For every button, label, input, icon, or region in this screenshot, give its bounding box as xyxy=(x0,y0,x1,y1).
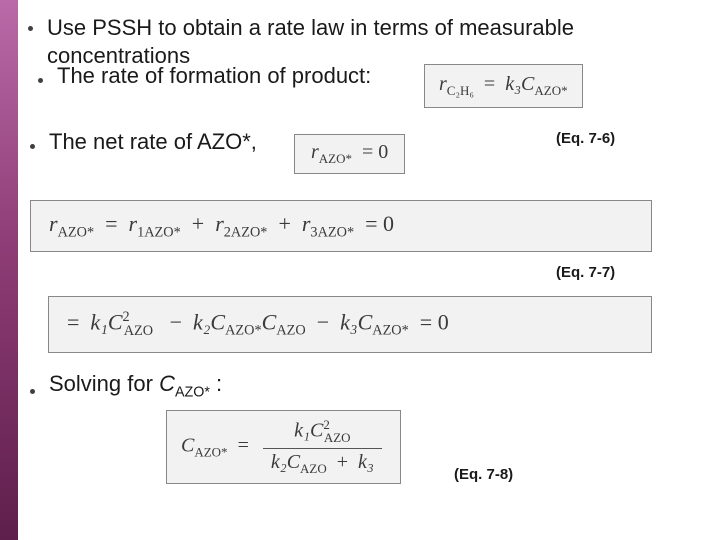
eq-k: k₃ xyxy=(505,73,521,95)
equation-sum: rAZO* = r1AZO* + r2AZO* + r3AZO* = 0 xyxy=(30,200,652,252)
eq-k: k₂ xyxy=(271,451,287,473)
eq-sub: AZO xyxy=(124,323,153,339)
side-accent-bar xyxy=(0,0,18,540)
eq-sub: AZO* xyxy=(194,444,227,459)
eq-sub: AZO* xyxy=(534,83,567,98)
bullet-dot-icon xyxy=(38,78,43,83)
eq-sub: 2AZO* xyxy=(224,224,268,240)
eq-sub: 3AZO* xyxy=(310,224,354,240)
bullet-text: Use PSSH to obtain a rate law in terms o… xyxy=(47,14,708,69)
bullet-dot-icon xyxy=(30,144,35,149)
equation-expanded: = k₁C2AZO − k₂CAZO*CAZO − k₃CAZO* = 0 xyxy=(48,296,652,353)
bullet-text: The rate of formation of product: xyxy=(57,62,371,90)
bullet-rate-formation: The rate of formation of product: xyxy=(38,62,371,90)
eq-sub: AZO* xyxy=(372,323,409,339)
eq-k: k₁ xyxy=(90,309,107,334)
bullet-net-rate: The net rate of AZO*, xyxy=(30,128,257,156)
eq-k: k₁ xyxy=(294,420,310,442)
eq-k: k₂ xyxy=(193,309,210,334)
bullet-text: Solving for CAZO* : xyxy=(49,370,222,402)
bullet-dot-icon xyxy=(30,389,35,394)
eq-rhs: 0 xyxy=(378,141,388,163)
eq-sub: C₂H₆ xyxy=(447,83,474,98)
equation-product-rate: rC₂H₆ = k₃CAZO* xyxy=(424,64,583,108)
eq-rhs: 0 xyxy=(383,211,394,236)
equation-label-78: (Eq. 7-8) xyxy=(454,466,513,483)
equation-label-77: (Eq. 7-7) xyxy=(556,264,615,281)
eq-sub: AZO xyxy=(276,323,305,339)
bullet-text: The net rate of AZO*, xyxy=(49,128,257,156)
equation-solution: CAZO* = k₁C2AZO k₂CAZO + k₃ xyxy=(166,410,401,484)
bullet-text-part: Solving for xyxy=(49,371,159,396)
equation-net-zero: rAZO* = 0 xyxy=(294,134,405,174)
eq-sub: AZO xyxy=(300,461,327,476)
eq-sub: 1AZO* xyxy=(137,224,181,240)
equation-label-76: (Eq. 7-6) xyxy=(556,130,615,147)
bullet-pssh: Use PSSH to obtain a rate law in terms o… xyxy=(28,14,708,69)
eq-k: k₃ xyxy=(358,451,374,473)
eq-sub: AZO* xyxy=(225,323,262,339)
eq-rhs: 0 xyxy=(438,309,449,334)
bullet-solving: Solving for CAZO* : xyxy=(30,370,222,402)
eq-sub: AZO xyxy=(324,430,351,445)
eq-k: k₃ xyxy=(340,309,357,334)
eq-sub: AZO* xyxy=(319,151,352,166)
bullet-dot-icon xyxy=(28,26,33,31)
